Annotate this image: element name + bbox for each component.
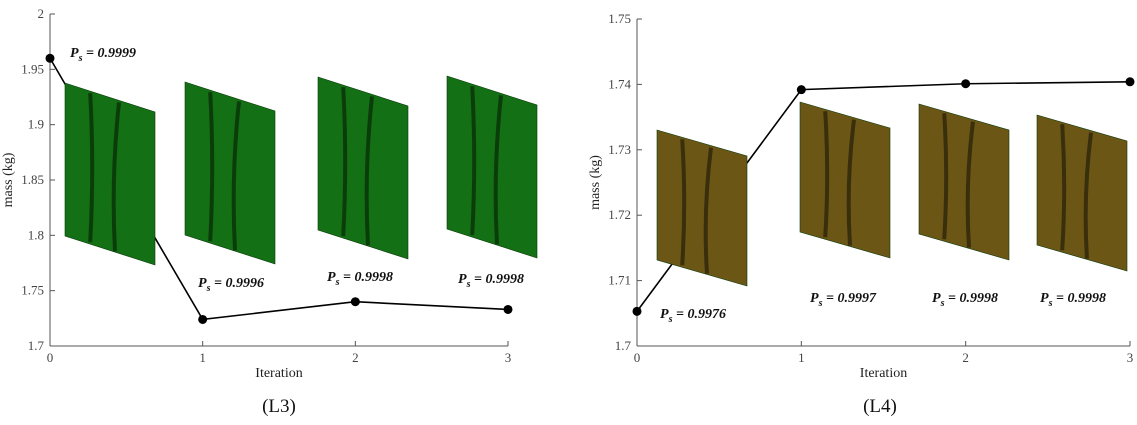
x-tick-label: 0: [634, 350, 641, 365]
data-point: [797, 85, 806, 94]
y-tick-label: 1.85: [21, 172, 44, 187]
annotation-text: = 0.9998: [470, 272, 523, 287]
data-point: [1126, 77, 1135, 86]
y-tick-label: 1.74: [608, 76, 631, 91]
y-tick-label: 1.8: [28, 227, 44, 242]
panel: [800, 102, 890, 258]
annotation: Ps = 0.9996: [198, 276, 264, 294]
x-tick-label: 3: [505, 350, 512, 365]
panel-stripe: [944, 113, 946, 239]
annotation: Ps = 0.9997: [810, 291, 877, 309]
panel-stripe: [343, 87, 345, 236]
data-point: [633, 307, 642, 316]
x-tick-label: 0: [47, 350, 54, 365]
annotation-text: = 0.9976: [672, 307, 725, 322]
y-tick-label: 1.7: [615, 338, 632, 353]
x-tick-label: 2: [352, 350, 359, 365]
y-tick-label: 1.73: [608, 142, 631, 157]
panel-stripe: [682, 139, 684, 265]
annotation-text: = 0.9998: [944, 291, 997, 306]
annotation: Ps = 0.9999: [70, 46, 136, 64]
y-tick-label: 1.7: [28, 338, 45, 353]
y-axis-label: mass (kg): [1, 152, 16, 207]
y-axis-label: mass (kg): [588, 155, 603, 210]
figure: 1.7 1.75 1.8 1.85 1.9 1.95 2 0 1 2 3 Iteration mass …: [0, 0, 1137, 425]
annotation: Ps = 0.9998: [932, 291, 998, 309]
y-tick-label: 1.71: [608, 273, 631, 288]
annotation-text: = 0.9997: [822, 291, 876, 306]
panel: [447, 76, 537, 258]
x-tick-label: 1: [199, 350, 206, 365]
y-tick-label: 1.9: [28, 117, 44, 132]
annotation-text: = 0.9996: [210, 276, 263, 291]
panel-stripe: [1062, 124, 1064, 250]
annotation: Ps = 0.9976: [660, 307, 726, 325]
x-tick-label: 2: [962, 350, 969, 365]
y-tick-label: 1.75: [608, 11, 631, 26]
x-axis-label: Iteration: [860, 366, 907, 381]
x-tick-label: 3: [1127, 350, 1134, 365]
annotation: Ps = 0.9998: [458, 272, 524, 290]
annotation: Ps = 0.9998: [327, 270, 393, 288]
annotation-text: = 0.9998: [1052, 291, 1105, 306]
panel: [919, 104, 1009, 260]
panel-stripe: [472, 86, 474, 235]
data-point: [198, 315, 207, 324]
annotation: Ps = 0.9998: [1040, 291, 1106, 309]
data-point: [961, 79, 970, 88]
panel-stripe: [825, 111, 827, 237]
panel: [1037, 115, 1127, 271]
x-tick-label: 1: [798, 350, 805, 365]
data-point: [504, 305, 513, 314]
y-tick-label: 1.75: [21, 283, 44, 298]
data-point: [46, 54, 55, 63]
caption: (L3): [262, 396, 296, 417]
panel-stripe: [90, 93, 92, 242]
panel: [318, 77, 408, 259]
y-tick-label: 1.95: [21, 61, 44, 76]
annotation-text: = 0.9998: [339, 270, 392, 285]
y-tick-label: 1.72: [608, 207, 631, 222]
panel: [657, 130, 747, 286]
panel-stripe: [210, 92, 212, 241]
caption: (L4): [863, 396, 897, 417]
y-tick-label: 2: [38, 6, 45, 21]
panel: [185, 82, 275, 264]
data-point: [351, 297, 360, 306]
annotation-text: = 0.9999: [82, 46, 135, 61]
x-axis-label: Iteration: [255, 366, 302, 381]
panel: [65, 83, 155, 265]
